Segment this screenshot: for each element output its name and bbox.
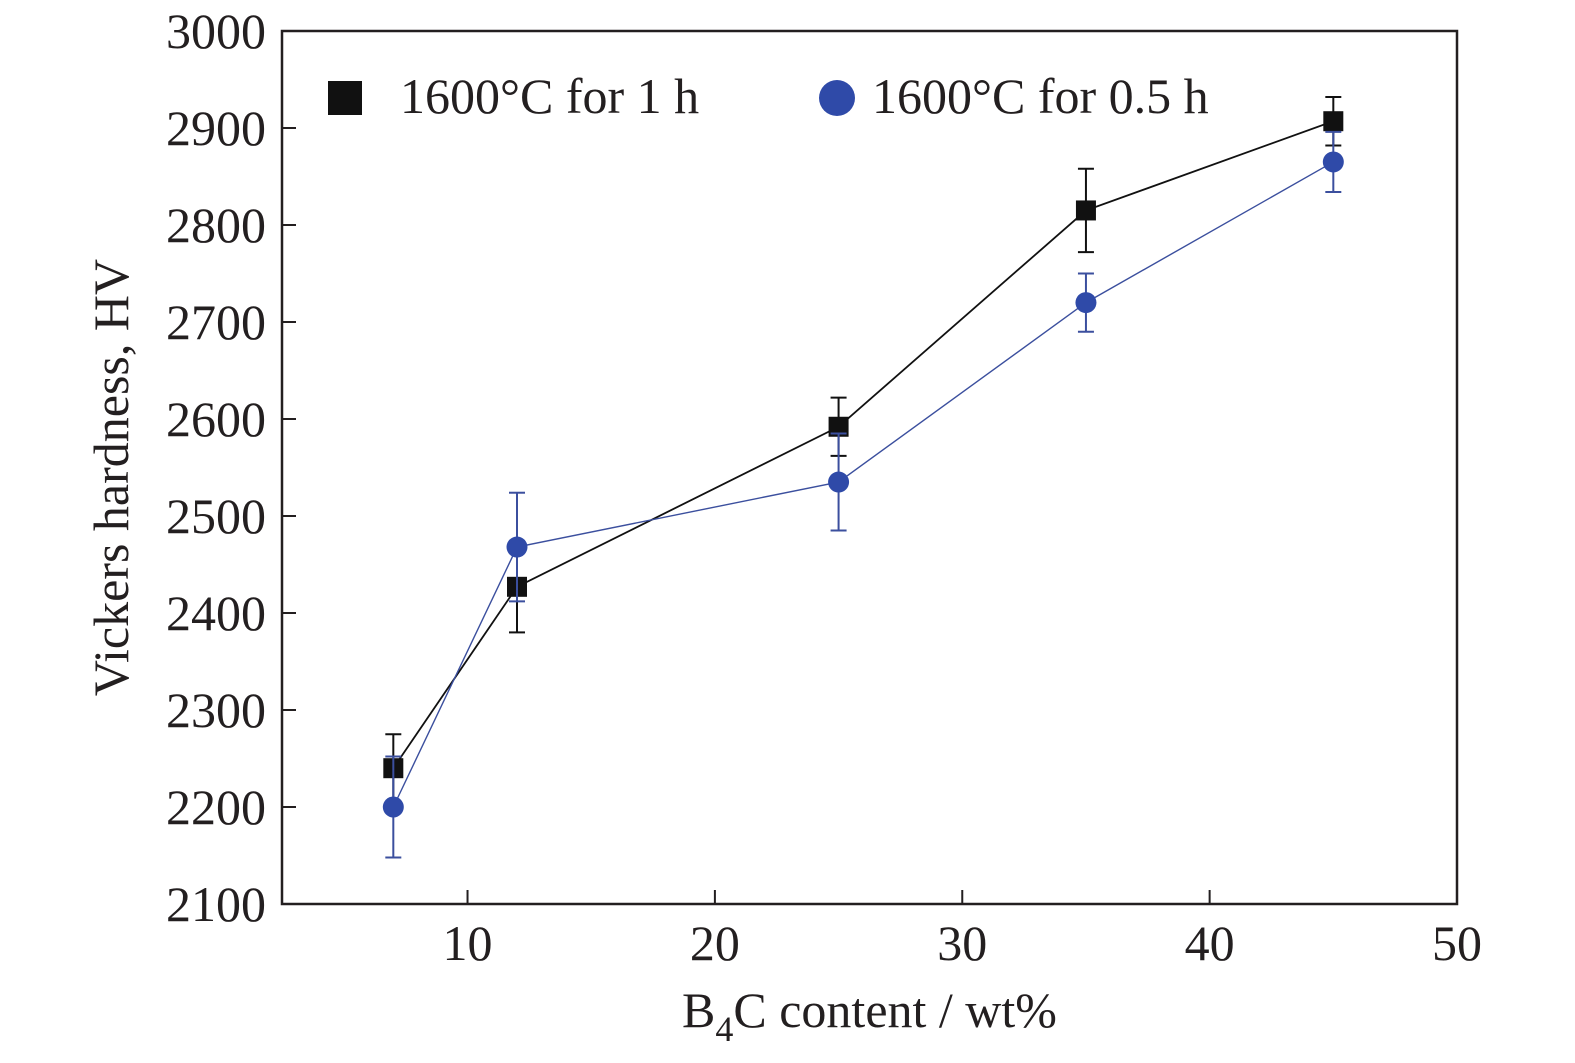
y-axis-label: Vickers hardness, HV [83,259,139,696]
data-point-circle [828,471,850,493]
y-tick-label: 2200 [166,779,266,835]
x-tick-label: 30 [937,915,987,971]
data-point-circle [1322,151,1344,173]
y-axis: 2100 2200 2300 2400 2500 2600 2700 2800 2900 3000 [166,3,296,932]
series-layer [382,95,1344,859]
legend-marker-square [328,81,362,115]
y-tick-label: 2700 [166,294,266,350]
series-2 [382,130,1344,859]
series-1 [383,95,1344,804]
x-axis-label: B4C content / wt% [682,982,1057,1049]
data-point-circle [506,536,528,558]
data-point-square [1323,111,1344,132]
data-point-square [828,416,849,437]
legend-marker-circle [819,80,855,116]
x-axis: 10 20 30 40 50 [443,890,1482,971]
y-tick-label: 3000 [166,3,266,59]
legend: 1600°C for 1 h 1600°C for 0.5 h [328,68,1209,124]
y-tick-label: 2100 [166,876,266,932]
data-point-square [1075,200,1096,221]
y-tick-label: 2400 [166,585,266,641]
x-tick-label: 40 [1185,915,1235,971]
x-tick-label: 20 [690,915,740,971]
legend-label-series-1: 1600°C for 1 h [400,68,699,124]
series-line [392,120,1334,769]
x-tick-label: 10 [443,915,493,971]
data-point-circle [1075,292,1097,314]
y-tick-label: 2600 [166,391,266,447]
y-tick-label: 2800 [166,197,266,253]
series-line [392,161,1334,808]
y-tick-label: 2900 [166,100,266,156]
plot-area: 10 20 30 40 50 21002200230024002500260027002… [166,3,1482,971]
y-tick-label: 2500 [166,488,266,544]
plot-frame [280,29,1459,906]
legend-label-series-2: 1600°C for 0.5 h [872,68,1209,124]
y-tick-label: 2300 [166,682,266,738]
data-point-circle [382,796,404,818]
x-tick-label: 50 [1432,915,1482,971]
